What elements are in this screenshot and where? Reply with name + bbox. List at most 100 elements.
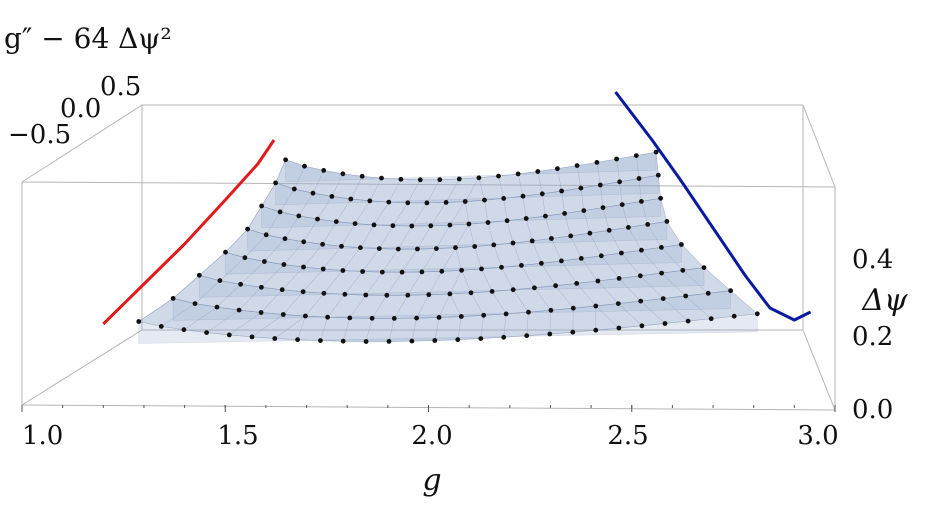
surface-edge bbox=[661, 272, 686, 297]
data-point bbox=[342, 291, 348, 297]
data-point bbox=[708, 316, 714, 322]
surface-edge bbox=[564, 213, 571, 236]
surface-edge bbox=[293, 166, 305, 190]
surface-edge bbox=[327, 294, 346, 318]
data-point bbox=[384, 292, 390, 298]
data-point bbox=[443, 200, 449, 205]
surface-edge bbox=[281, 266, 304, 290]
surface-edge bbox=[354, 200, 371, 224]
surface-edge bbox=[322, 221, 337, 245]
surface-edge bbox=[661, 247, 683, 271]
data-point bbox=[555, 166, 560, 172]
y-axis-label: Δψ bbox=[861, 283, 908, 318]
surface-edge bbox=[493, 244, 502, 268]
data-point bbox=[321, 290, 327, 296]
surface-edge bbox=[498, 175, 504, 199]
surface-edge bbox=[238, 287, 262, 311]
boundary-curve bbox=[614, 91, 812, 322]
surface-edge bbox=[464, 201, 470, 225]
data-point bbox=[329, 194, 335, 199]
surface-edge bbox=[517, 173, 524, 197]
surface-edge bbox=[379, 225, 394, 249]
surface-edge bbox=[551, 238, 562, 262]
data-point bbox=[391, 316, 397, 321]
data-point bbox=[395, 246, 401, 252]
data-point bbox=[204, 330, 210, 335]
surface-edge bbox=[682, 270, 709, 294]
data-point bbox=[685, 318, 691, 324]
surface-edge bbox=[229, 312, 262, 336]
data-point bbox=[245, 226, 251, 232]
data-point bbox=[606, 227, 612, 233]
surface-edge bbox=[388, 179, 402, 203]
x-tick-label: 3.0 bbox=[797, 421, 838, 451]
data-point bbox=[626, 225, 631, 230]
data-point bbox=[664, 219, 670, 224]
data-point bbox=[217, 278, 223, 283]
data-point bbox=[415, 246, 420, 252]
data-point bbox=[405, 200, 411, 206]
data-point bbox=[598, 253, 604, 259]
data-point bbox=[432, 338, 438, 343]
y-tick-label: 0.0 bbox=[852, 395, 893, 425]
surface-edge bbox=[360, 224, 375, 248]
data-point bbox=[519, 263, 524, 268]
surface-edge bbox=[570, 235, 582, 259]
surface-edge bbox=[481, 268, 493, 292]
data-point bbox=[226, 332, 232, 338]
x-tick-label: 2.5 bbox=[607, 421, 648, 451]
data-point bbox=[419, 269, 425, 275]
data-point bbox=[619, 202, 625, 208]
data-point bbox=[424, 200, 430, 206]
data-point bbox=[479, 266, 484, 272]
data-point bbox=[359, 173, 365, 179]
data-point bbox=[615, 301, 621, 306]
data-point bbox=[526, 309, 531, 315]
data-point bbox=[439, 268, 445, 274]
surface-edge bbox=[474, 246, 482, 270]
surface-edge bbox=[428, 271, 443, 295]
data-point bbox=[559, 258, 564, 264]
data-point bbox=[578, 185, 584, 191]
data-point bbox=[458, 314, 464, 319]
data-point bbox=[539, 191, 545, 197]
y-tick-label: 0.4 bbox=[852, 245, 893, 275]
surface-edge bbox=[382, 248, 399, 273]
surface-edge bbox=[362, 248, 380, 272]
tick-marks bbox=[21, 405, 836, 412]
data-point bbox=[660, 296, 666, 301]
data-point bbox=[574, 281, 580, 286]
surface-edge bbox=[449, 201, 466, 226]
data-point bbox=[399, 269, 405, 275]
data-point bbox=[515, 171, 521, 177]
data-point bbox=[455, 337, 461, 343]
data-point bbox=[662, 321, 668, 326]
surface-edge bbox=[602, 207, 610, 231]
surface-edge bbox=[583, 210, 591, 234]
data-point bbox=[481, 312, 487, 318]
data-point bbox=[476, 175, 482, 181]
surface-edge bbox=[261, 264, 285, 288]
surface-edge bbox=[344, 271, 363, 295]
surface-edge bbox=[621, 252, 641, 276]
surface-edge bbox=[501, 267, 514, 290]
data-point bbox=[360, 269, 365, 274]
y-tick-label: 0.2 bbox=[852, 322, 893, 352]
surface-edge bbox=[512, 242, 522, 266]
data-point bbox=[633, 153, 639, 159]
surface-edge bbox=[305, 293, 325, 317]
data-point bbox=[296, 213, 302, 219]
data-point bbox=[680, 267, 686, 273]
surface-edge bbox=[468, 223, 475, 247]
data-point bbox=[447, 222, 453, 228]
data-point bbox=[466, 221, 472, 227]
surface-edge bbox=[581, 258, 599, 282]
data-point bbox=[386, 339, 392, 344]
data-point bbox=[358, 245, 363, 251]
data-point bbox=[491, 242, 497, 248]
surface-edge bbox=[365, 271, 383, 296]
surface-edge bbox=[534, 287, 552, 311]
surface-edge bbox=[161, 303, 196, 327]
surface-edge bbox=[265, 211, 281, 235]
